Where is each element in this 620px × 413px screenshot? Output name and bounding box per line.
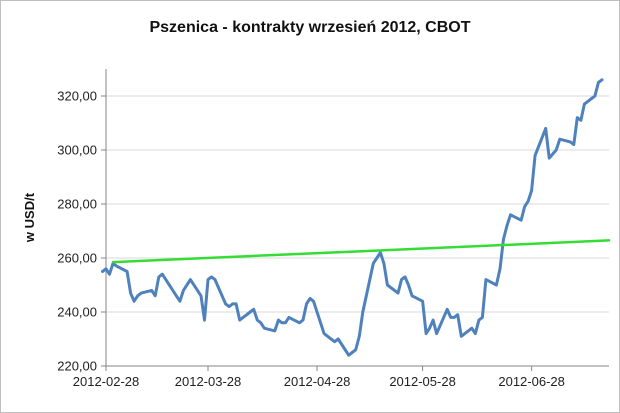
x-tick-label: 2012-05-28 bbox=[389, 374, 456, 389]
grid-layer bbox=[106, 95, 609, 313]
x-tick-label: 2012-06-28 bbox=[498, 374, 565, 389]
chart-title: Pszenica - kontrakty wrzesień 2012, CBOT bbox=[149, 19, 471, 36]
label-layer: 220,00 240,00 260,00 280,00 300,00 320,00 2012… bbox=[57, 89, 565, 390]
axis-layer bbox=[101, 69, 609, 371]
y-tick-label: 300,00 bbox=[57, 143, 97, 158]
y-tick-label: 320,00 bbox=[57, 89, 97, 104]
series-layer bbox=[101, 78, 611, 357]
y-tick-label: 260,00 bbox=[57, 251, 97, 266]
y-axis-label: w USD/t bbox=[22, 192, 37, 243]
x-tick-label: 2012-02-28 bbox=[73, 374, 140, 389]
x-tick-label: 2012-03-28 bbox=[175, 374, 242, 389]
trend-line bbox=[111, 239, 611, 264]
y-tick-label: 240,00 bbox=[57, 305, 97, 320]
y-tick-label: 280,00 bbox=[57, 197, 97, 212]
x-tick-label: 2012-04-28 bbox=[284, 374, 351, 389]
y-tick-label: 220,00 bbox=[57, 359, 97, 374]
price-line bbox=[101, 78, 604, 357]
